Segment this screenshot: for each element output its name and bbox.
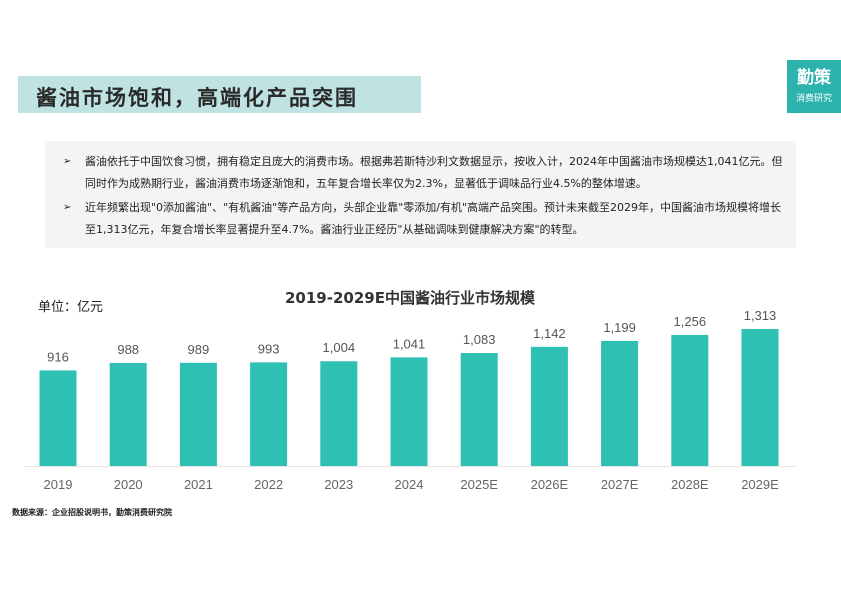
chart-title: 2019-2029E中国酱油行业市场规模 (285, 289, 535, 307)
data-label: 989 (188, 342, 210, 357)
x-tick-label: 2021 (184, 477, 213, 492)
bullet-item: ➢ 近年频繁出现"0添加酱油"、"有机酱油"等产品方向，头部企业靠"零添加/有机"… (63, 197, 785, 241)
data-label: 1,041 (393, 336, 426, 351)
logo-line2: 消费研究 (795, 94, 832, 104)
source-note: 数据来源：企业招股说明书，勤策消费研究院 (12, 508, 172, 517)
bar-2024 (390, 357, 428, 466)
unit-label: 单位：亿元 (38, 300, 104, 315)
arrowhead-right-icon: ➢ (63, 156, 72, 167)
x-tick-label: 2027E (601, 477, 639, 492)
data-label: 916 (47, 349, 69, 364)
logo: 勤策 消费研究 (787, 60, 841, 113)
x-tick-label: 2019 (44, 477, 73, 492)
bar-2020 (109, 362, 147, 466)
x-tick-label: 2020 (114, 477, 143, 492)
x-tick-label: 2024 (395, 477, 424, 492)
x-tick-label: 2029E (741, 477, 779, 492)
bar-2023 (320, 361, 358, 466)
arrowhead-right-icon: ➢ (63, 202, 72, 213)
x-tick-label: 2022 (254, 477, 283, 492)
bar-2019 (39, 370, 77, 466)
bar-2021 (179, 362, 217, 466)
logo-line1: 勤策 (797, 68, 831, 88)
bullet-item: ➢ 酱油依托于中国饮食习惯，拥有稳定且庞大的消费市场。根据弗若斯特沙利文数据显示，… (63, 151, 785, 195)
x-tick-label: 2026E (531, 477, 569, 492)
x-tick-label: 2028E (671, 477, 709, 492)
x-tick-label: 2023 (324, 477, 353, 492)
data-label: 1,083 (463, 332, 496, 347)
summary-box: ➢ 酱油依托于中国饮食习惯，拥有稳定且庞大的消费市场。根据弗若斯特沙利文数据显示，… (45, 141, 796, 248)
data-label: 1,199 (603, 320, 636, 335)
data-label: 1,142 (533, 326, 566, 341)
data-label: 1,004 (323, 340, 356, 355)
data-label: 993 (258, 341, 280, 356)
data-label: 1,313 (744, 308, 777, 323)
bar-2022 (250, 362, 288, 466)
title-banner: 酱油市场饱和，高端化产品突围 (18, 76, 421, 113)
bar-2029E (741, 329, 779, 466)
bar-2027E (601, 340, 639, 466)
bar-2025E (460, 352, 498, 466)
bar-2028E (671, 334, 709, 466)
x-tick-label: 2025E (460, 477, 498, 492)
data-label: 1,256 (674, 314, 707, 329)
bar-2026E (530, 346, 568, 466)
page-title: 酱油市场饱和，高端化产品突围 (36, 86, 358, 110)
data-label: 988 (117, 342, 139, 357)
